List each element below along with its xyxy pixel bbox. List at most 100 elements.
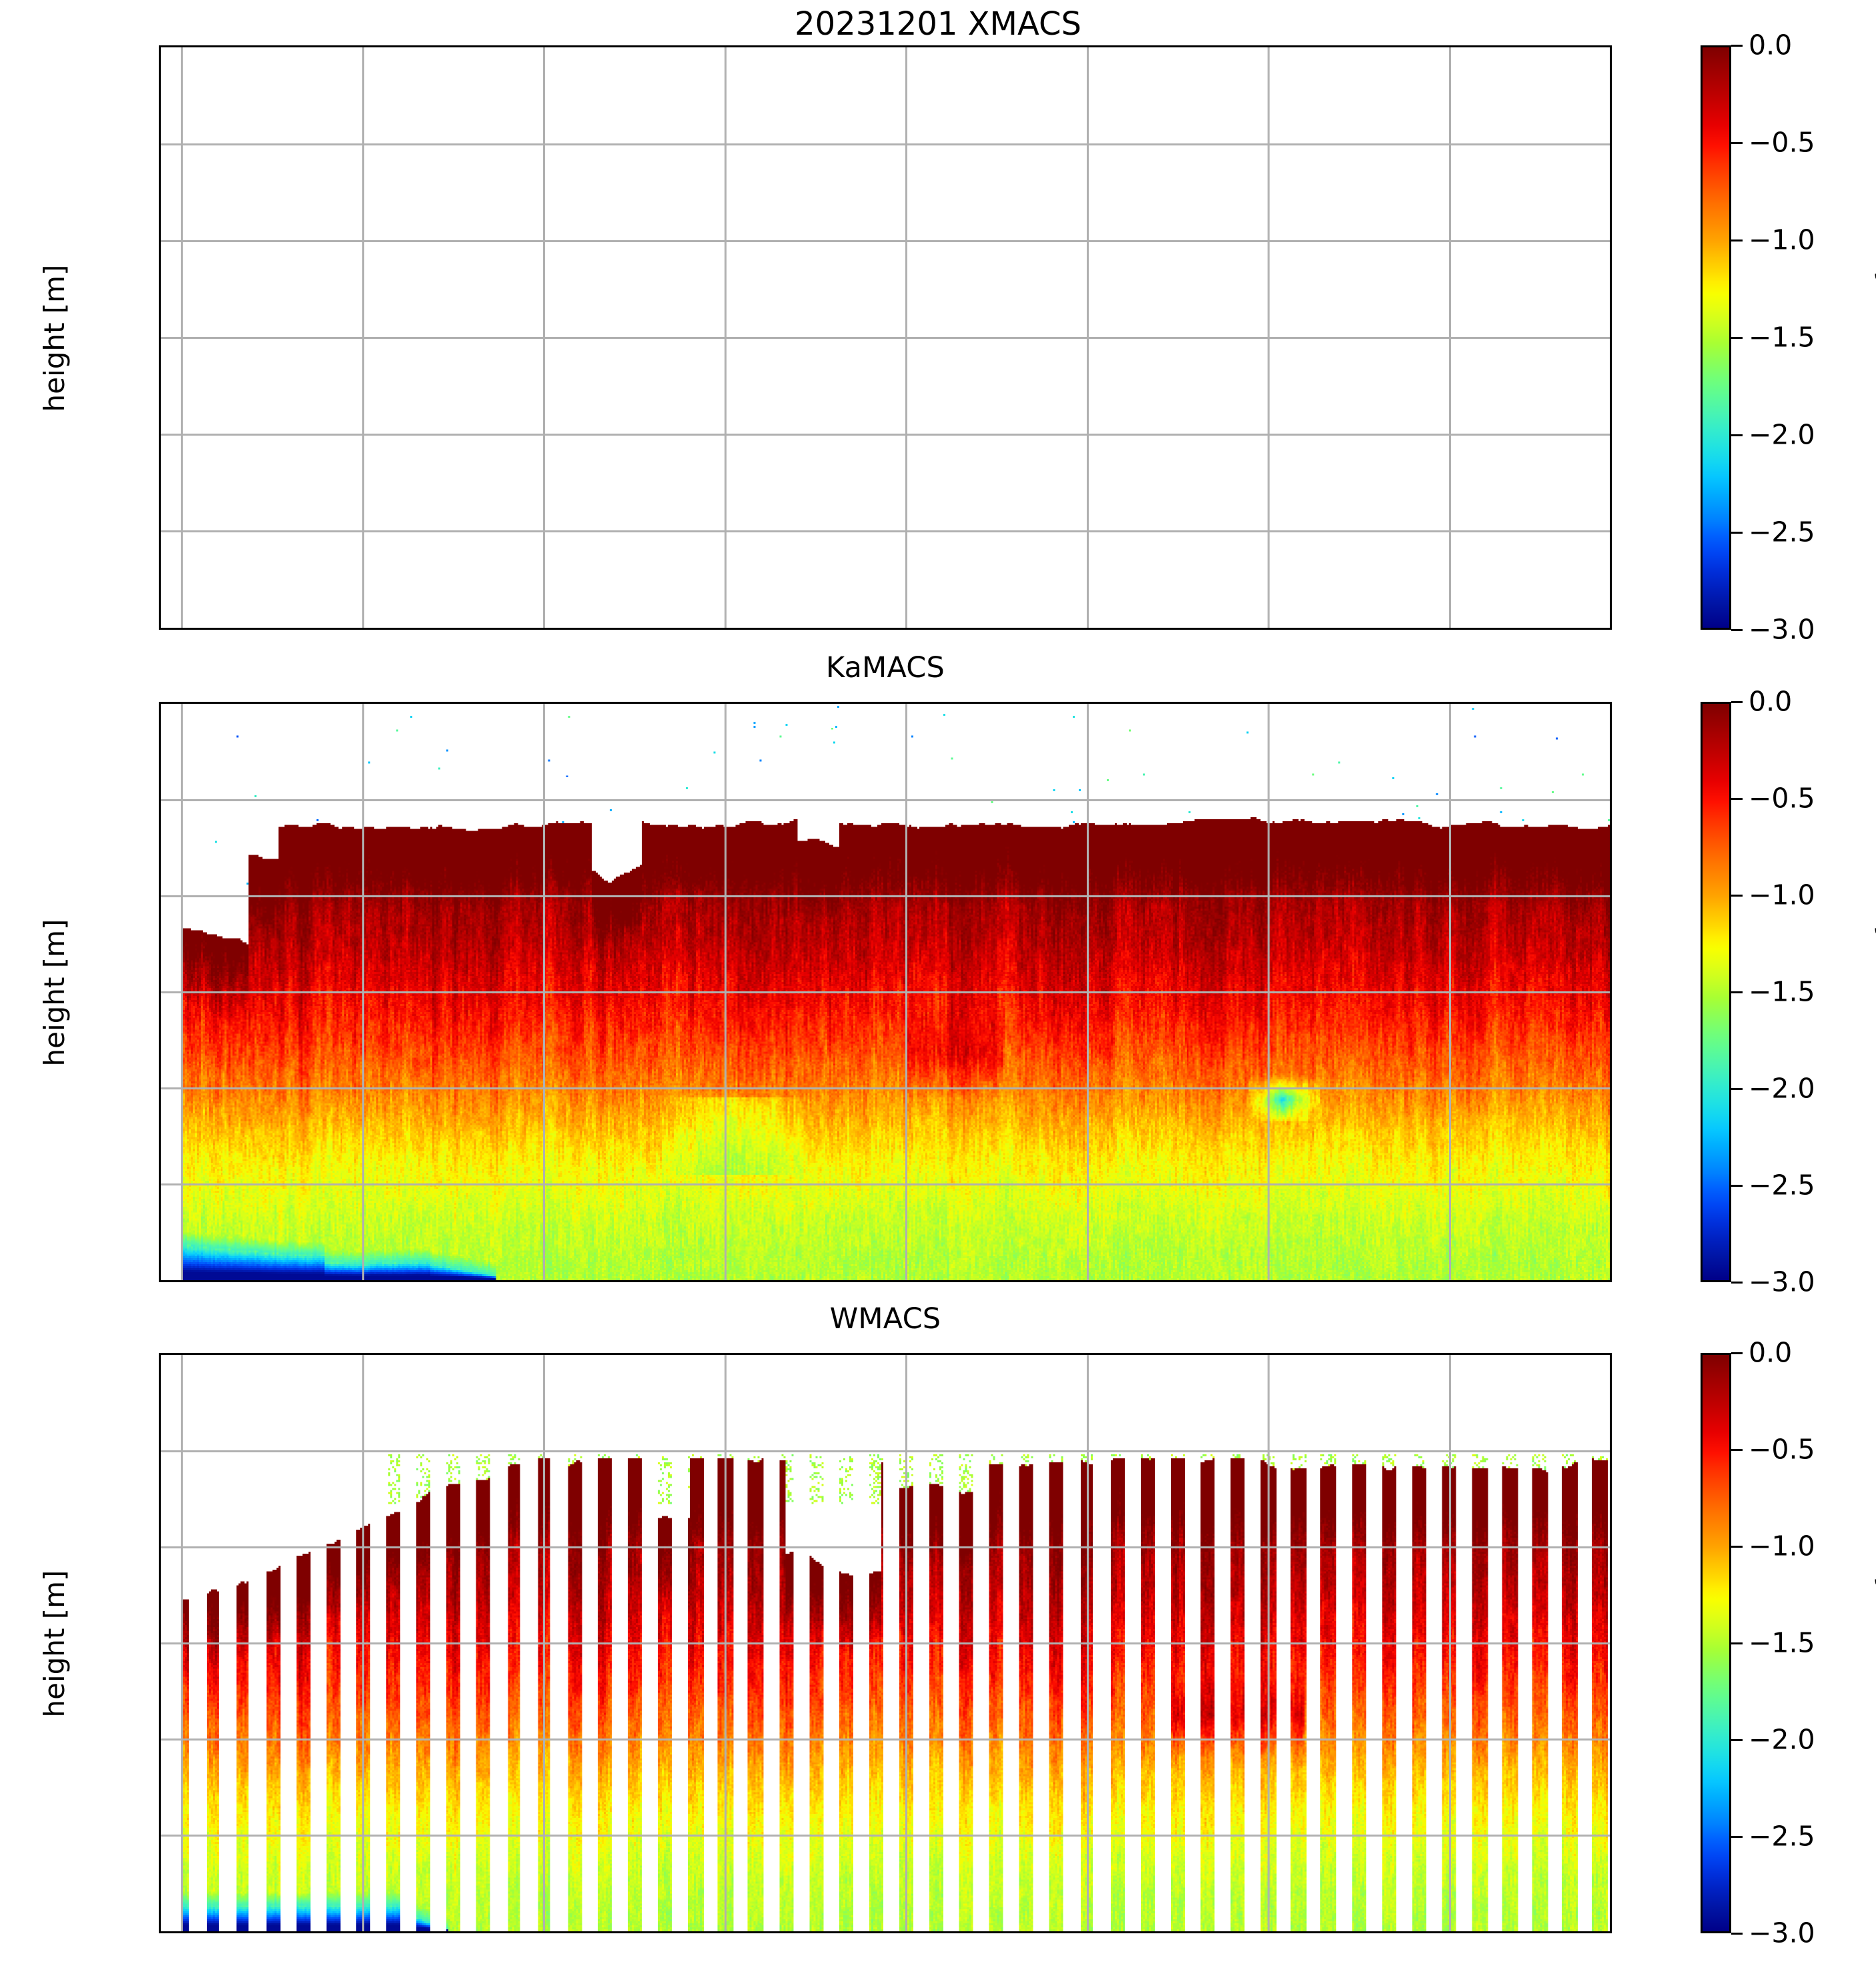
- x-axis-tick: [181, 628, 183, 630]
- x-axis-tick: [905, 1931, 907, 1933]
- y-axis-tick: [159, 1087, 161, 1089]
- y-gridline: [161, 530, 1610, 532]
- plot-area-wmacs: [161, 1355, 1610, 1931]
- colorbar-wmacs: 0.0 −0.5 −1.0 −1.5 −2.0 −2.5 −3.0: [1701, 1339, 1815, 1947]
- y-gridline: [161, 895, 1610, 897]
- colorbar-tick: [1731, 1932, 1743, 1935]
- x-axis-tick: [725, 1280, 727, 1282]
- colorbar-label-exponent: -1: [1872, 1574, 1876, 1592]
- y-axis-tick: [159, 1354, 161, 1356]
- x-axis-tick: [725, 1931, 727, 1933]
- x-axis-tick: [1268, 1931, 1270, 1933]
- colorbar-label-bracket: ]: [1872, 913, 1876, 923]
- x-axis-tick: [181, 1280, 183, 1282]
- grid-overlay-kamacs: [161, 704, 1610, 1280]
- colorbar-label-text: VELg [ms: [1871, 286, 1876, 419]
- y-axis-tick: [159, 434, 161, 436]
- y-gridline: [161, 1834, 1610, 1837]
- colorbar-label-text: VELg [ms: [1871, 941, 1876, 1073]
- y-axis-tick: [159, 47, 161, 49]
- colorbar-tick: [1731, 628, 1743, 631]
- y-axis-tick: [159, 1546, 161, 1548]
- x-axis-tick: [1087, 1931, 1089, 1933]
- x-axis-tick: [1449, 1931, 1451, 1933]
- y-axis-tick: [159, 1835, 161, 1837]
- y-gridline: [161, 1183, 1610, 1185]
- colorbar-tick: [1731, 1184, 1743, 1187]
- y-axis-tick: [159, 703, 161, 705]
- colorbar-label-bracket: ]: [1872, 258, 1876, 269]
- colorbar-kamacs: 0.0 −0.5 −1.0 −1.5 −2.0 −2.5 −3.0: [1701, 688, 1815, 1296]
- panel-title-wmacs: WMACS: [829, 1302, 941, 1336]
- colorbar-tick: [1731, 1448, 1743, 1451]
- colorbar-tick: [1731, 1087, 1743, 1090]
- x-axis-tick: [725, 628, 727, 630]
- colorbar-tick-label: −2.0: [1749, 418, 1815, 451]
- axes-xmacs: 120001000080006000400020000: [159, 45, 1612, 630]
- grid-overlay-wmacs: [161, 1355, 1610, 1931]
- y-axis-tick: [159, 895, 161, 897]
- colorbar-tick: [1731, 991, 1743, 993]
- colorbar-gradient-xmacs: [1701, 45, 1731, 630]
- y-gridline: [161, 1450, 1610, 1452]
- x-axis-tick: [1087, 1280, 1089, 1282]
- colorbar-tick: [1731, 797, 1743, 800]
- figure-title: 20231201 XMACS: [795, 5, 1081, 43]
- colorbar-tick-label: −0.5: [1749, 126, 1815, 159]
- x-axis-tick: [543, 628, 545, 630]
- x-axis-tick: [543, 1931, 545, 1933]
- x-axis-tick: [1268, 628, 1270, 630]
- x-axis-tick: [1449, 1280, 1451, 1282]
- y-axis-tick: [159, 1642, 161, 1644]
- y-axis-tick: [159, 1450, 161, 1452]
- x-axis-tick: [905, 628, 907, 630]
- colorbar-tick: [1731, 141, 1743, 144]
- colorbar-tick: [1731, 894, 1743, 897]
- y-gridline: [161, 1087, 1610, 1089]
- colorbar-tick: [1731, 44, 1743, 47]
- plot-area-kamacs: [161, 704, 1610, 1280]
- y-axis-label-wmacs: height [m]: [38, 1570, 71, 1718]
- x-axis-tick: [1449, 628, 1451, 630]
- y-axis-tick: [159, 627, 161, 629]
- colorbar-tick-label: 0.0: [1749, 29, 1793, 61]
- colorbar-tick-label: −1.0: [1749, 223, 1815, 256]
- y-axis-tick: [159, 240, 161, 242]
- colorbar-tick-label: 0.0: [1749, 1336, 1793, 1369]
- colorbar-gradient-wmacs: [1701, 1353, 1731, 1933]
- y-axis-tick: [159, 1738, 161, 1741]
- x-axis-tick: [1087, 628, 1089, 630]
- y-axis-tick: [159, 799, 161, 801]
- y-gridline: [161, 336, 1610, 339]
- axes-wmacs: 00:0003:0006:0009:0012:0015:0018:0021:00…: [159, 1353, 1612, 1933]
- y-axis-tick: [159, 530, 161, 532]
- colorbar-xmacs: 0.0 −0.5 −1.0 −1.5 −2.0 −2.5 −3.0: [1701, 31, 1815, 643]
- panel-title-kamacs: KaMACS: [825, 651, 945, 684]
- colorbar-tick-label: −3.0: [1749, 613, 1815, 646]
- colorbar-label-xmacs: VELg [ms-1]: [1871, 185, 1876, 492]
- y-axis-tick: [159, 1280, 161, 1282]
- x-axis-tick: [543, 1280, 545, 1282]
- colorbar-tick-label: −3.0: [1749, 1266, 1815, 1298]
- colorbar-tick-label: −2.5: [1749, 1169, 1815, 1201]
- colorbar-label-bracket: ]: [1872, 1564, 1876, 1574]
- y-axis-tick: [159, 991, 161, 993]
- x-axis-tick: [181, 1931, 183, 1933]
- colorbar-tick-label: −2.5: [1749, 516, 1815, 548]
- colorbar-tick: [1731, 1281, 1743, 1284]
- y-gridline: [161, 991, 1610, 993]
- colorbar-tick: [1731, 1835, 1743, 1838]
- axes-kamacs: 120001000080006000400020000: [159, 702, 1612, 1282]
- colorbar-label-exponent: -1: [1872, 923, 1876, 941]
- colorbar-tick: [1731, 1738, 1743, 1741]
- y-axis-label-kamacs: height [m]: [38, 919, 71, 1067]
- colorbar-tick: [1731, 434, 1743, 436]
- colorbar-tick: [1731, 1352, 1743, 1354]
- y-axis-tick: [159, 1183, 161, 1185]
- colorbar-tick-label: −3.0: [1749, 1917, 1815, 1949]
- y-gridline: [161, 1642, 1610, 1644]
- panel-kamacs: KaMACS 120001000080006000400020000 heigh…: [0, 654, 1876, 1321]
- y-gridline: [161, 143, 1610, 145]
- y-gridline: [161, 433, 1610, 436]
